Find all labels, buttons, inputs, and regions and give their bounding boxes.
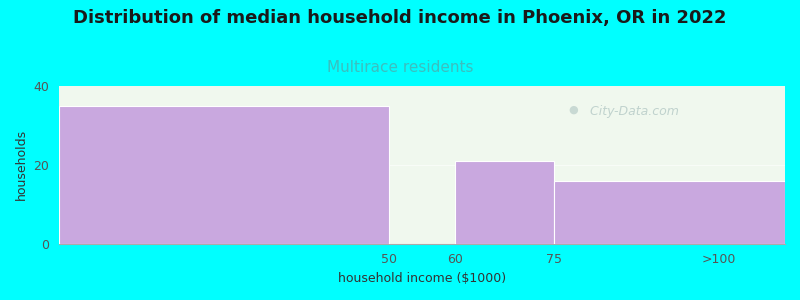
Y-axis label: households: households (15, 129, 28, 200)
Text: Multirace residents: Multirace residents (326, 60, 474, 75)
Bar (554, 181, 785, 244)
Text: City-Data.com: City-Data.com (582, 105, 678, 118)
Text: Distribution of median household income in Phoenix, OR in 2022: Distribution of median household income … (74, 9, 726, 27)
Bar (455, 161, 554, 244)
Text: ●: ● (568, 105, 578, 115)
Bar (59, 106, 389, 244)
X-axis label: household income ($1000): household income ($1000) (338, 272, 506, 285)
